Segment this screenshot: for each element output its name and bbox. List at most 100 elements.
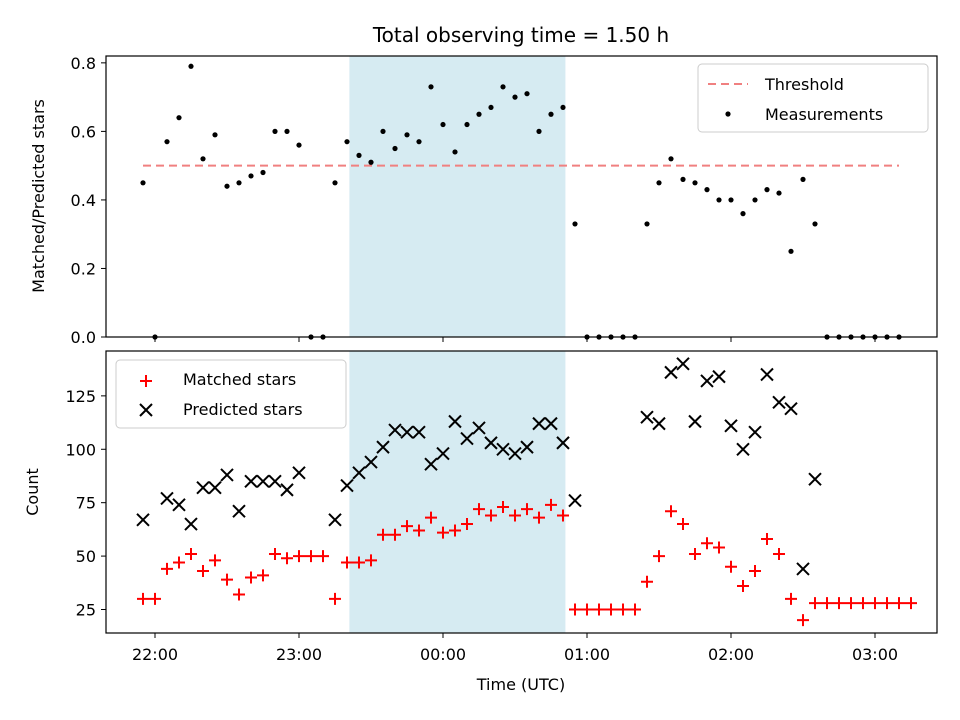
measurement-point [536, 128, 542, 134]
matched-star-point [557, 509, 569, 522]
predicted-star-point [472, 421, 486, 435]
matched-star-point [389, 528, 401, 541]
fraction-y-tick-label: 0.0 [71, 328, 96, 347]
predicted-star-point [724, 419, 738, 433]
chart-title: Total observing time = 1.50 h [372, 23, 669, 47]
measurement-point [248, 173, 254, 179]
measurement-point [560, 104, 566, 111]
predicted-star-point [292, 466, 306, 480]
fraction-plot-frame [105, 55, 938, 338]
matched-star-point [317, 550, 329, 563]
matched-star-point [413, 524, 425, 537]
matched-star-point [677, 518, 689, 531]
measurement-point [392, 145, 398, 152]
counts-y-tick-label: 50 [76, 547, 96, 566]
measurement-point [284, 128, 290, 134]
predicted-star-point [652, 416, 666, 431]
fraction-y-tick-label: 0.2 [71, 259, 96, 278]
measurement-point [644, 221, 650, 227]
predicted-star-point [808, 472, 822, 486]
measurement-point [752, 197, 758, 203]
measurement-point [812, 221, 818, 227]
predicted-star-point [424, 457, 438, 471]
matched-star-point [581, 603, 593, 616]
matched-star-point [809, 597, 821, 610]
matched-star-point [821, 597, 833, 610]
matched-star-point [749, 565, 761, 578]
predicted-legend-swatch [139, 403, 153, 417]
matched-star-point [701, 537, 713, 550]
matched-star-point [497, 500, 509, 513]
measurement-point [260, 169, 266, 176]
matched-star-point [161, 562, 173, 575]
measurement-point [656, 180, 662, 186]
predicted-star-point [712, 369, 726, 384]
matched-star-point [785, 592, 797, 605]
x-tick-label: 00:00 [420, 645, 466, 664]
predicted-star-point [136, 513, 150, 527]
fraction-y-tick-label: 0.8 [71, 54, 96, 73]
matched-star-point [137, 592, 149, 605]
matched-star-point [725, 560, 737, 573]
counts-y-tick-label: 125 [65, 387, 96, 406]
measurement-point [728, 197, 734, 203]
predicted-star-point [568, 493, 582, 508]
predicted-star-point [400, 425, 414, 439]
matched-star-point [209, 554, 221, 567]
measurement-point [692, 180, 698, 186]
counts-y-tick-label: 25 [76, 601, 96, 620]
predicted-star-point [700, 374, 714, 388]
measurements-legend-label: Measurements [765, 105, 883, 124]
matched-star-point [353, 556, 365, 569]
predicted-star-point [688, 414, 702, 429]
fraction-legend-box [697, 63, 929, 133]
x-tick-label: 23:00 [276, 645, 322, 664]
matched-star-point [425, 511, 437, 524]
observing-window-span-bottom [349, 351, 566, 633]
measurement-point [716, 197, 722, 203]
matched-star-point [545, 498, 557, 511]
predicted-star-point [436, 446, 450, 461]
measurement-point [404, 132, 410, 138]
measurement-point [428, 84, 434, 90]
x-tick-label: 02:00 [708, 645, 754, 664]
predicted-star-point [784, 401, 798, 416]
predicted-star-point [664, 365, 678, 380]
measurement-point [212, 132, 218, 138]
matched-star-point [641, 575, 653, 588]
measurement-point [464, 121, 470, 128]
matched-star-point [533, 511, 545, 524]
matched-legend-swatch [140, 375, 152, 387]
matched-star-point [833, 597, 845, 610]
matched-star-point [713, 541, 725, 554]
matched-star-point [521, 503, 533, 516]
matched-star-point [269, 547, 281, 560]
predicted-star-point [496, 442, 510, 456]
matched-star-point [761, 533, 773, 545]
matched-star-point [905, 597, 917, 610]
measurement-point [788, 248, 794, 254]
measurement-point [236, 180, 242, 186]
counts-legend: Matched stars Predicted stars [115, 359, 347, 429]
counts-series [136, 357, 917, 627]
predicted-star-point [556, 436, 570, 450]
predicted-star-point [232, 504, 246, 518]
measurement-point [800, 176, 806, 182]
measurement-point [344, 139, 350, 145]
measurement-point [188, 63, 194, 69]
measurement-point [368, 159, 374, 165]
threshold-legend-label: Threshold [764, 75, 844, 94]
matched-star-point [257, 569, 269, 582]
matched-star-point [509, 509, 521, 522]
matched-star-point [689, 547, 701, 560]
matched-star-point [773, 547, 785, 560]
measurement-point [740, 211, 746, 217]
measurement-point [272, 128, 278, 134]
predicted-star-point [460, 431, 474, 446]
measurement-point [680, 176, 686, 182]
fraction-legend: Threshold Measurements [697, 63, 929, 133]
predicted-star-point [364, 455, 378, 469]
matched-star-point [869, 597, 881, 610]
predicted-star-point [484, 436, 498, 450]
